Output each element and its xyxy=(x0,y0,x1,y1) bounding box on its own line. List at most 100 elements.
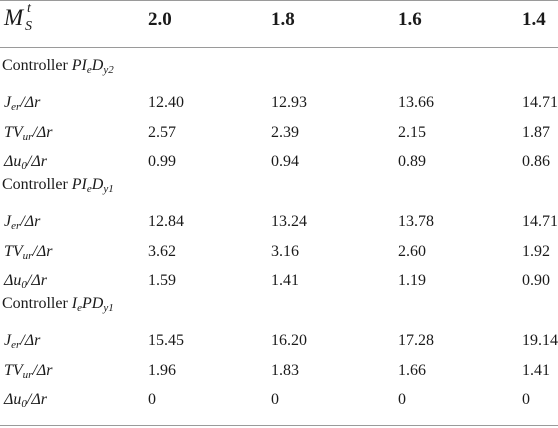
section-heading: Controller PIeDy1 xyxy=(2,176,114,195)
metric-subscript: 0 xyxy=(21,279,27,291)
ms-sub: S xyxy=(25,19,32,34)
controller-name-part: I xyxy=(71,295,78,312)
table-cell: 0.99 xyxy=(148,153,176,170)
controller-name-subscript: e xyxy=(86,183,92,195)
table-cell: 13.78 xyxy=(398,213,434,230)
table-cell: 0 xyxy=(271,391,279,408)
table-cell: 2.39 xyxy=(271,124,299,141)
metric-symbol: J xyxy=(4,94,12,111)
table-cell: 13.66 xyxy=(398,94,434,111)
metric-symbol: Δu xyxy=(4,391,22,408)
table-cell: 1.66 xyxy=(398,362,426,379)
metric-label: TVur/Δr xyxy=(4,243,53,262)
controller-name: PIeDy2 xyxy=(71,57,114,76)
controller-name: IePDy1 xyxy=(71,295,114,314)
table-cell: 1.41 xyxy=(271,272,299,289)
controller-name-part: D xyxy=(91,57,104,74)
metric-symbol: TV xyxy=(4,124,23,141)
table-cell: 3.16 xyxy=(271,243,299,260)
column-header: 1.4 xyxy=(522,9,546,30)
table-cell: 2.57 xyxy=(148,124,176,141)
controller-name-part: PI xyxy=(71,57,87,74)
table-cell: 17.28 xyxy=(398,332,434,349)
table-bottom-rule xyxy=(0,425,558,426)
table-cell: 12.93 xyxy=(271,94,307,111)
table-cell: 12.84 xyxy=(148,213,184,230)
table-cell: 0 xyxy=(148,391,156,408)
ms-main: M xyxy=(4,5,24,30)
controller-name-part: D xyxy=(91,176,104,193)
controller-name-part: PI xyxy=(71,176,87,193)
section-heading: Controller IePDy1 xyxy=(2,295,114,314)
metric-denominator: /Δr xyxy=(20,94,41,111)
metric-symbol: TV xyxy=(4,362,23,379)
table-header-rule xyxy=(0,47,558,48)
column-header: 2.0 xyxy=(148,9,172,30)
metric-label: Δu0/Δr xyxy=(4,391,47,410)
metric-denominator: /Δr xyxy=(20,332,41,349)
controller-name-subscript: e xyxy=(77,302,82,314)
table-cell: 2.60 xyxy=(398,243,426,260)
metric-denominator: /Δr xyxy=(20,213,41,230)
metric-label: Δu0/Δr xyxy=(4,272,47,291)
metric-label: TVur/Δr xyxy=(4,124,53,143)
table-cell: 1.96 xyxy=(148,362,176,379)
table-header-row: M t S 2.0 1.8 1.6 1.4 xyxy=(0,0,558,46)
section-prefix: Controller xyxy=(2,295,68,312)
table-cell: 0 xyxy=(522,391,530,408)
metric-subscript: er xyxy=(11,101,21,113)
controller-name-subscript: y2 xyxy=(103,64,114,76)
table-cell: 14.71 xyxy=(522,94,558,111)
section-prefix: Controller xyxy=(2,176,68,193)
metric-subscript: 0 xyxy=(21,160,27,172)
metric-denominator: /Δr xyxy=(26,272,47,289)
section-heading: Controller PIeDy2 xyxy=(2,57,114,76)
column-header: 1.8 xyxy=(271,9,295,30)
section-prefix: Controller xyxy=(2,57,68,74)
metric-subscript: er xyxy=(11,220,21,232)
table-cell: 0.90 xyxy=(522,272,550,289)
ms-sup: t xyxy=(27,1,31,16)
ms-header-label: M t S xyxy=(4,1,32,34)
controller-name-subscript: y1 xyxy=(103,302,114,314)
table-cell: 1.92 xyxy=(522,243,550,260)
table-cell: 0.94 xyxy=(271,153,299,170)
metric-denominator: /Δr xyxy=(32,362,53,379)
table-cell: 1.41 xyxy=(522,362,550,379)
table-cell: 1.83 xyxy=(271,362,299,379)
table-cell: 0.86 xyxy=(522,153,550,170)
metric-label: Jer/Δr xyxy=(4,213,40,232)
metric-subscript: ur xyxy=(22,369,33,381)
metric-symbol: J xyxy=(4,332,12,349)
metric-symbol: Δu xyxy=(4,153,22,170)
metric-label: Jer/Δr xyxy=(4,94,40,113)
controller-name-part: PD xyxy=(81,295,104,312)
metric-symbol: J xyxy=(4,213,12,230)
table-cell: 1.19 xyxy=(398,272,426,289)
metric-denominator: /Δr xyxy=(32,124,53,141)
table-cell: 1.87 xyxy=(522,124,550,141)
table-cell: 15.45 xyxy=(148,332,184,349)
controller-name-subscript: y1 xyxy=(103,183,114,195)
table-cell: 13.24 xyxy=(271,213,307,230)
metric-label: Δu0/Δr xyxy=(4,153,47,172)
table-cell: 3.62 xyxy=(148,243,176,260)
metric-denominator: /Δr xyxy=(26,391,47,408)
table-cell: 0 xyxy=(398,391,406,408)
metric-symbol: Δu xyxy=(4,272,22,289)
table-cell: 16.20 xyxy=(271,332,307,349)
metric-symbol: TV xyxy=(4,243,23,260)
controller-name: PIeDy1 xyxy=(71,176,114,195)
table-cell: 1.59 xyxy=(148,272,176,289)
column-header: 1.6 xyxy=(398,9,422,30)
metric-label: TVur/Δr xyxy=(4,362,53,381)
table-top-rule xyxy=(0,0,558,1)
metric-subscript: ur xyxy=(22,131,33,143)
table-cell: 19.14 xyxy=(522,332,558,349)
table-cell: 0.89 xyxy=(398,153,426,170)
metric-subscript: 0 xyxy=(21,398,27,410)
metric-denominator: /Δr xyxy=(32,243,53,260)
table-cell: 14.71 xyxy=(522,213,558,230)
table-cell: 12.40 xyxy=(148,94,184,111)
table-cell: 2.15 xyxy=(398,124,426,141)
